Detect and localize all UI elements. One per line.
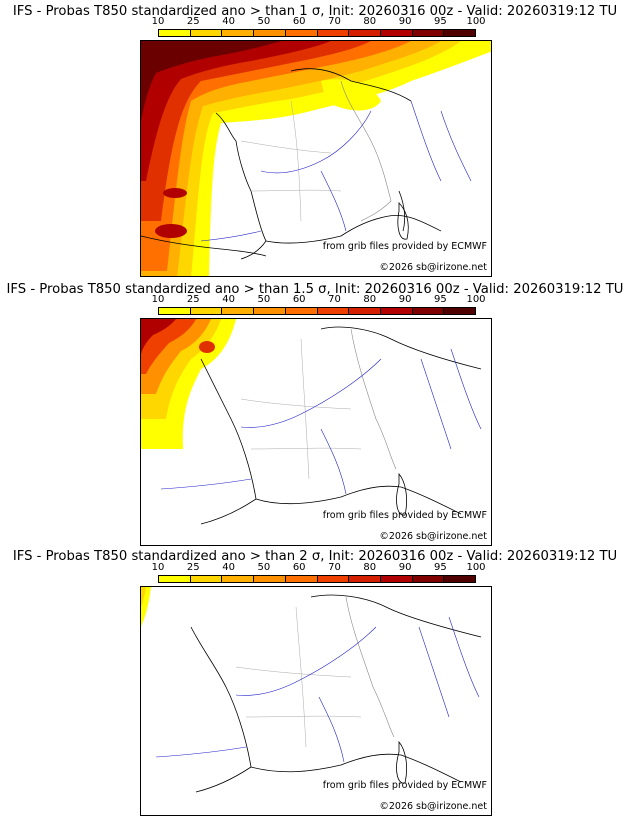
- map-panel-1: IFS - Probas T850 standardized ano > tha…: [0, 0, 630, 278]
- map-svg: [141, 319, 482, 525]
- tick-label: 50: [257, 562, 271, 573]
- colorbar-segment: [254, 30, 286, 36]
- colorbar-segment: [159, 308, 191, 314]
- tick-label: 80: [363, 16, 377, 27]
- tick-label: 90: [398, 294, 412, 305]
- tick-label: 100: [466, 562, 486, 573]
- colorbar-segment: [254, 576, 286, 582]
- colorbar-ticks: 10 25 40 50 60 70 80 90 95 100: [152, 294, 486, 306]
- tick-label: 70: [328, 16, 341, 27]
- tick-label: 40: [222, 562, 235, 573]
- colorbar-segment: [380, 30, 413, 36]
- probability-map: from grib files provided by ECMWF ©2026 …: [140, 318, 492, 546]
- colorbar: [158, 307, 476, 315]
- colorbar-segment: [444, 308, 476, 314]
- tick-label: 60: [292, 16, 306, 27]
- colorbar-segment: [412, 576, 445, 582]
- tick-label: 40: [222, 294, 235, 305]
- credit-text: from grib files provided by ECMWF: [322, 241, 487, 252]
- colorbar: [158, 29, 476, 37]
- colorbar-ticks: 10 25 40 50 60 70 80 90 95 100: [152, 562, 486, 574]
- colorbar: [158, 575, 476, 583]
- tick-label: 70: [328, 294, 341, 305]
- tick-label: 95: [434, 294, 447, 305]
- tick-label: 100: [466, 294, 486, 305]
- colorbar-segment: [444, 576, 476, 582]
- panel-title: IFS - Probas T850 standardized ano > tha…: [6, 282, 624, 297]
- colorbar-segment: [285, 576, 318, 582]
- tick-label: 70: [328, 562, 341, 573]
- colorbar-segment: [285, 308, 318, 314]
- tick-label: 95: [434, 16, 447, 27]
- copyright-text: ©2026 sb@irizone.net: [379, 531, 487, 542]
- tick-label: 40: [222, 16, 235, 27]
- colorbar-segment: [285, 30, 318, 36]
- tick-label: 80: [363, 562, 377, 573]
- copyright-text: ©2026 sb@irizone.net: [379, 801, 487, 812]
- colorbar-segment: [159, 30, 191, 36]
- probability-map: from grib files provided by ECMWF ©2026 …: [140, 40, 492, 277]
- colorbar-segment: [190, 576, 223, 582]
- colorbar-ticks: 10 25 40 50 60 70 80 90 95 100: [152, 16, 486, 28]
- colorbar-segment: [159, 576, 191, 582]
- colorbar-segment: [222, 30, 255, 36]
- tick-label: 100: [466, 16, 486, 27]
- probability-map: from grib files provided by ECMWF ©2026 …: [140, 586, 492, 816]
- map-panel-2: IFS - Probas T850 standardized ano > tha…: [0, 278, 630, 546]
- colorbar-segment: [380, 576, 413, 582]
- colorbar-segment: [317, 30, 350, 36]
- colorbar-segment: [412, 30, 445, 36]
- map-svg: [141, 41, 491, 276]
- colorbar-segment: [412, 308, 445, 314]
- colorbar-segment: [349, 576, 381, 582]
- panel-title: IFS - Probas T850 standardized ano > tha…: [12, 549, 618, 564]
- colorbar-segment: [190, 30, 223, 36]
- copyright-text: ©2026 sb@irizone.net: [379, 262, 487, 273]
- map-svg: [141, 587, 482, 793]
- colorbar-segment: [349, 30, 381, 36]
- tick-label: 10: [151, 562, 165, 573]
- tick-label: 50: [257, 16, 271, 27]
- panel-title: IFS - Probas T850 standardized ano > tha…: [12, 4, 618, 19]
- tick-label: 10: [151, 16, 165, 27]
- colorbar-segment: [380, 308, 413, 314]
- tick-label: 60: [292, 294, 306, 305]
- colorbar-segment: [254, 308, 286, 314]
- tick-label: 90: [398, 562, 412, 573]
- tick-label: 50: [257, 294, 271, 305]
- colorbar-segment: [222, 576, 255, 582]
- colorbar-segment: [317, 576, 350, 582]
- colorbar-segment: [444, 30, 476, 36]
- tick-label: 60: [292, 562, 306, 573]
- map-panel-3: IFS - Probas T850 standardized ano > tha…: [0, 546, 630, 828]
- colorbar-segment: [190, 308, 223, 314]
- tick-label: 90: [398, 16, 412, 27]
- tick-label: 10: [151, 294, 165, 305]
- tick-label: 25: [186, 16, 200, 27]
- tick-label: 95: [434, 562, 447, 573]
- tick-label: 80: [363, 294, 377, 305]
- colorbar-segment: [317, 308, 350, 314]
- credit-text: from grib files provided by ECMWF: [322, 510, 487, 521]
- credit-text: from grib files provided by ECMWF: [322, 780, 487, 791]
- colorbar-segment: [349, 308, 381, 314]
- tick-label: 25: [186, 562, 200, 573]
- colorbar-segment: [222, 308, 255, 314]
- tick-label: 25: [186, 294, 200, 305]
